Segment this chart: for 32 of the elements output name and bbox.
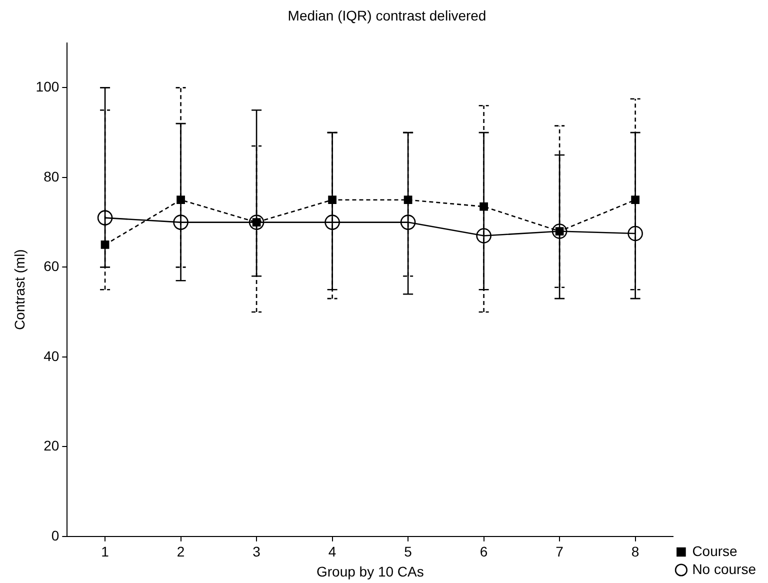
point xyxy=(97,210,113,226)
x-tick-label: 4 xyxy=(328,544,336,560)
y-tick-label: 100 xyxy=(36,78,60,95)
point xyxy=(480,202,488,211)
point xyxy=(173,214,188,230)
x-tick-label: 7 xyxy=(556,544,564,560)
x-tick-label: 5 xyxy=(404,544,412,560)
y-tick-label: 20 xyxy=(44,438,60,454)
point xyxy=(324,214,340,230)
point xyxy=(631,196,640,204)
x-tick-label: 8 xyxy=(631,544,640,560)
point xyxy=(100,240,110,249)
point xyxy=(552,224,568,239)
y-tick-label: 0 xyxy=(51,527,60,544)
y-tick-label: 40 xyxy=(44,348,60,364)
point xyxy=(176,196,185,204)
x-tick-label: 6 xyxy=(480,544,488,560)
point xyxy=(628,226,643,242)
y-axis-title: Contrast (ml) xyxy=(11,249,28,330)
point xyxy=(328,196,336,204)
point xyxy=(404,196,412,204)
x-tick-label: 1 xyxy=(101,544,110,560)
x-tick-label: 2 xyxy=(176,544,185,560)
y-tick-label: 60 xyxy=(44,258,60,274)
legend-label: Course xyxy=(692,542,738,559)
chart-title: Median (IQR) contrast delivered xyxy=(288,7,486,24)
point xyxy=(400,214,416,230)
y-tick-label: 80 xyxy=(44,168,60,184)
legend-label: No course xyxy=(692,560,756,577)
x-axis-title: Group by 10 CAs xyxy=(316,563,424,580)
point xyxy=(476,228,492,244)
x-tick-label: 3 xyxy=(252,544,261,560)
